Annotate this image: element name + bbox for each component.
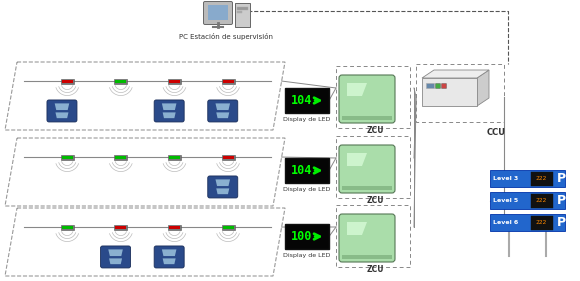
Text: CCU: CCU [487,128,506,137]
FancyBboxPatch shape [426,83,434,88]
Text: P: P [556,172,566,185]
Text: Display de LED: Display de LED [283,117,331,122]
FancyBboxPatch shape [490,170,565,187]
Text: 222: 222 [536,220,547,225]
FancyBboxPatch shape [61,79,74,83]
Polygon shape [347,222,367,235]
FancyBboxPatch shape [422,78,477,106]
FancyBboxPatch shape [154,100,184,122]
Text: ZCU: ZCU [366,126,384,135]
FancyBboxPatch shape [285,224,329,249]
FancyBboxPatch shape [47,100,77,122]
Text: P: P [556,194,566,207]
FancyBboxPatch shape [339,75,395,123]
FancyBboxPatch shape [222,79,234,83]
FancyBboxPatch shape [339,145,395,193]
Polygon shape [56,112,68,118]
FancyBboxPatch shape [114,225,128,230]
Polygon shape [55,103,69,110]
Polygon shape [347,83,367,96]
FancyBboxPatch shape [285,158,329,183]
FancyBboxPatch shape [61,225,74,230]
Text: ZCU: ZCU [366,265,384,274]
Text: 222: 222 [536,176,547,181]
FancyBboxPatch shape [235,3,250,27]
FancyBboxPatch shape [490,214,565,231]
Text: P: P [556,216,566,229]
FancyBboxPatch shape [342,186,392,190]
Polygon shape [162,112,176,118]
FancyBboxPatch shape [237,11,242,13]
FancyBboxPatch shape [223,156,234,158]
FancyBboxPatch shape [208,5,228,20]
FancyBboxPatch shape [61,155,74,160]
Text: Display de LED: Display de LED [283,187,331,192]
FancyBboxPatch shape [154,246,184,268]
Polygon shape [216,188,229,194]
FancyBboxPatch shape [61,156,72,158]
Polygon shape [162,250,176,256]
FancyBboxPatch shape [223,80,234,83]
FancyBboxPatch shape [114,79,128,83]
Polygon shape [108,250,123,256]
FancyBboxPatch shape [61,80,72,83]
Text: Level 6: Level 6 [493,220,519,225]
FancyBboxPatch shape [114,155,128,160]
Text: Level 3: Level 3 [493,176,519,181]
Text: Display de LED: Display de LED [283,253,331,258]
Polygon shape [162,259,176,264]
FancyBboxPatch shape [115,80,126,83]
FancyBboxPatch shape [339,214,395,262]
Polygon shape [109,259,122,264]
FancyBboxPatch shape [169,156,180,158]
Text: 104: 104 [291,94,312,107]
Text: PC Estación de supervisión: PC Estación de supervisión [179,33,273,40]
FancyBboxPatch shape [342,116,392,120]
FancyBboxPatch shape [169,226,180,228]
FancyBboxPatch shape [237,7,248,10]
FancyBboxPatch shape [168,225,181,230]
Text: Level 5: Level 5 [493,198,519,203]
FancyBboxPatch shape [531,216,553,230]
FancyBboxPatch shape [61,226,72,228]
FancyBboxPatch shape [204,1,233,24]
FancyBboxPatch shape [208,100,238,122]
Text: ZCU: ZCU [366,196,384,205]
FancyBboxPatch shape [342,255,392,259]
Polygon shape [422,70,489,78]
Text: 104: 104 [291,164,312,177]
FancyBboxPatch shape [223,226,234,228]
FancyBboxPatch shape [168,155,181,160]
Polygon shape [216,103,230,110]
Text: 222: 222 [536,198,547,203]
Text: 100: 100 [291,230,312,243]
FancyBboxPatch shape [441,83,447,89]
FancyBboxPatch shape [531,171,553,185]
Polygon shape [162,103,176,110]
FancyBboxPatch shape [208,176,238,198]
FancyBboxPatch shape [222,225,234,230]
FancyBboxPatch shape [285,88,329,113]
FancyBboxPatch shape [222,155,234,160]
Polygon shape [216,179,230,186]
FancyBboxPatch shape [436,83,440,89]
FancyBboxPatch shape [168,79,181,83]
FancyBboxPatch shape [115,156,126,158]
FancyBboxPatch shape [531,194,553,207]
Polygon shape [477,70,489,106]
Polygon shape [347,153,367,166]
FancyBboxPatch shape [100,246,130,268]
Polygon shape [216,112,229,118]
FancyBboxPatch shape [115,226,126,228]
FancyBboxPatch shape [169,80,180,83]
FancyBboxPatch shape [490,192,565,209]
